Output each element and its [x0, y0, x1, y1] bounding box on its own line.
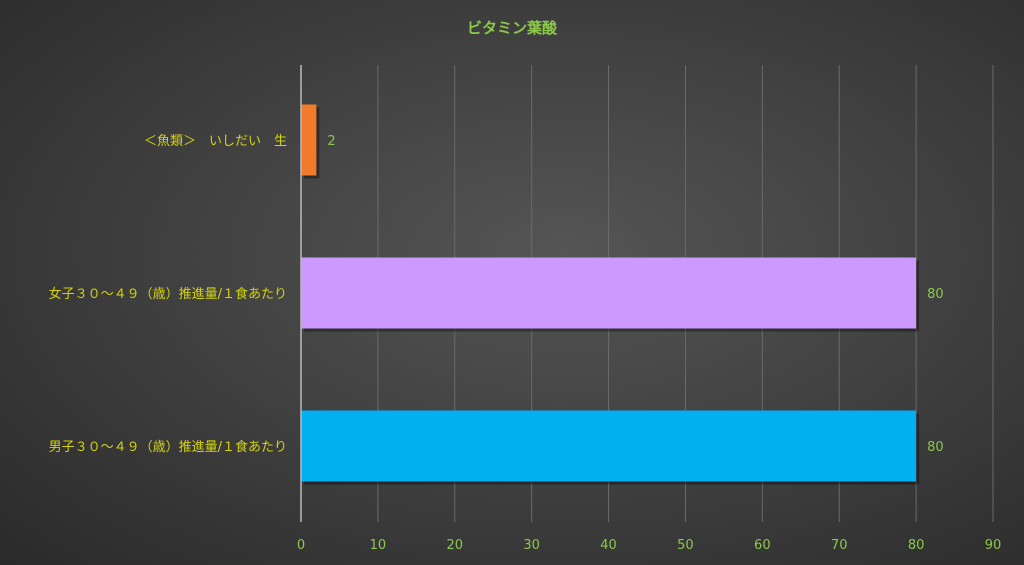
- chart-title: ビタミン葉酸: [467, 19, 558, 37]
- data-label: 80: [927, 440, 944, 455]
- x-tick-label: 10: [370, 538, 387, 553]
- x-tick-label: 70: [831, 538, 848, 553]
- data-label: 80: [927, 287, 944, 302]
- bar: [301, 410, 917, 482]
- x-tick-label: 20: [447, 538, 464, 553]
- x-tick-label: 40: [600, 538, 617, 553]
- x-tick-label: 50: [677, 538, 694, 553]
- bar: [301, 257, 917, 329]
- data-label: 2: [327, 134, 335, 149]
- bar: [301, 104, 317, 176]
- category-label: ＜魚類＞ いしだい 生: [144, 134, 287, 149]
- category-label: 男子３０～４９（歳）推進量/１食あたり: [49, 439, 287, 455]
- category-label: 女子３０～４９（歳）推進量/１食あたり: [49, 286, 287, 302]
- x-tick-label: 80: [908, 538, 925, 553]
- x-tick-label: 0: [297, 538, 305, 553]
- x-tick-label: 60: [754, 538, 771, 553]
- x-tick-label: 30: [523, 538, 540, 553]
- x-tick-label: 90: [985, 538, 1002, 553]
